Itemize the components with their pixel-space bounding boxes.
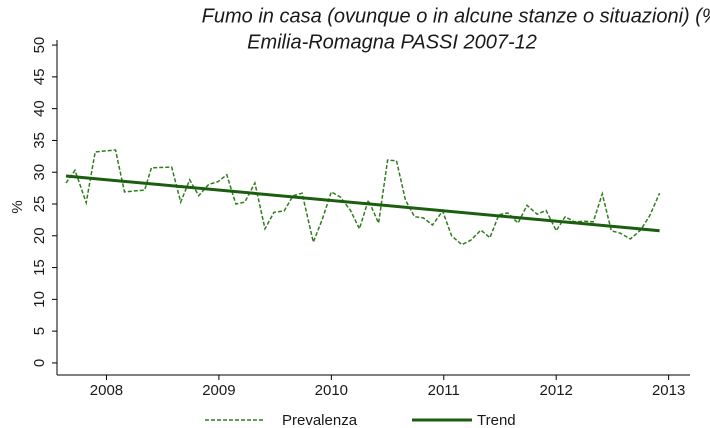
chart-title: Fumo in casa (ovunque o in alcune stanze… xyxy=(202,5,710,27)
series-line xyxy=(65,149,661,246)
y-tick-label: 5 xyxy=(31,327,48,335)
x-tick-label: 2012 xyxy=(540,382,573,399)
x-tick-label: 2010 xyxy=(315,382,348,399)
x-tick-label: 2011 xyxy=(428,382,460,399)
x-tick-label: 2008 xyxy=(90,382,123,399)
x-tick-label: 2013 xyxy=(652,382,685,399)
series-line xyxy=(65,174,660,233)
y-tick-label: 50 xyxy=(31,37,48,54)
y-axis-label: % xyxy=(9,200,26,213)
y-tick-label: 25 xyxy=(31,196,48,213)
x-tick-label: 2009 xyxy=(202,382,235,399)
y-tick-label: 15 xyxy=(31,259,48,276)
y-tick-label: 20 xyxy=(31,227,48,244)
chart-subtitle: Emilia-Romagna PASSI 2007-12 xyxy=(247,31,537,53)
y-tick-label: 35 xyxy=(31,132,48,149)
legend-label: Trend xyxy=(477,412,516,428)
legend-label: Prevalenza xyxy=(282,412,358,428)
y-tick-label: 10 xyxy=(31,291,48,308)
y-tick-label: 0 xyxy=(31,359,48,367)
y-tick-label: 45 xyxy=(31,69,48,86)
y-tick-label: 30 xyxy=(31,164,48,181)
y-tick-label: 40 xyxy=(31,100,48,117)
